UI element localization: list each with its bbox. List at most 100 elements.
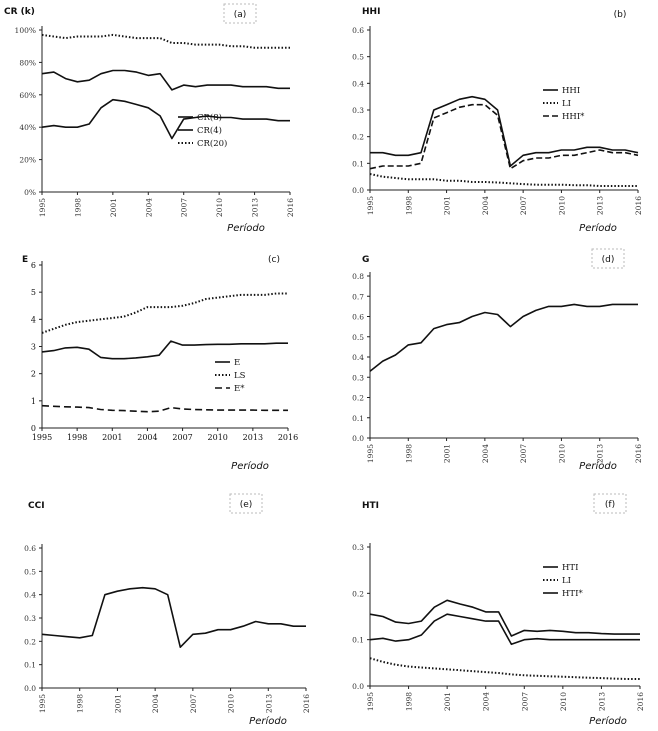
y-axis-label: HHI <box>362 7 380 17</box>
x-tick-label: 2007 <box>189 694 198 713</box>
series-line-hti <box>369 599 640 637</box>
panel-label: (e) <box>240 500 253 510</box>
x-tick-label: 2013 <box>597 692 606 711</box>
x-tick-label: 2010 <box>559 692 568 711</box>
legend-label: LI <box>562 576 571 586</box>
x-tick-label: 2016 <box>634 444 643 463</box>
x-axis-label: Período <box>231 460 269 472</box>
y-tick-label: 0.6 <box>352 313 364 322</box>
x-axis-label: Período <box>589 715 627 727</box>
x-tick-label: 2013 <box>264 694 273 713</box>
x-axis-label: Período <box>579 222 617 234</box>
x-tick-label: 2013 <box>243 433 263 442</box>
series-line-cr-4 <box>41 98 290 140</box>
chart-panel-6: 0.0 0.1 0.2 0.3 1995 1998 2001 2004 2007 2010 2013… <box>352 493 645 727</box>
x-tick-label: 2001 <box>443 444 452 463</box>
series-line-hhi <box>370 95 639 167</box>
x-tick-label: 2013 <box>251 198 260 217</box>
x-tick-label: 2007 <box>519 444 528 463</box>
x-tick-label: 2004 <box>481 196 490 215</box>
legend-label: CR(8) <box>197 112 222 123</box>
panel-label-box <box>229 493 263 514</box>
y-tick-label: 0.2 <box>352 394 364 403</box>
legend-label: HHI* <box>562 112 585 122</box>
x-tick-label: 2016 <box>634 196 643 215</box>
y-tick-label: 0.0 <box>24 684 36 693</box>
y-tick-label: 0.2 <box>352 133 364 142</box>
y-tick-label: 0.2 <box>24 637 36 646</box>
x-tick-label: 1998 <box>404 444 413 463</box>
y-tick-label: 40% <box>19 123 36 132</box>
series-line-e <box>41 404 288 413</box>
y-tick-label: 80% <box>19 58 36 67</box>
y-tick-label: 0.0 <box>352 682 364 691</box>
series-line-cr-20 <box>41 33 290 49</box>
series-line-cci <box>41 586 306 649</box>
panel-label: (b) <box>614 10 627 20</box>
y-tick-label: 100% <box>15 26 36 35</box>
y-tick-label: 5 <box>31 288 36 297</box>
y-tick-label: 20% <box>19 156 36 165</box>
x-tick-label: 2001 <box>443 692 452 711</box>
y-tick-label: 0.3 <box>24 614 36 623</box>
y-tick-label: 0.0 <box>352 434 364 443</box>
x-tick-label: 1995 <box>38 694 47 713</box>
legend-label: CR(20) <box>197 138 227 149</box>
y-tick-label: 0.5 <box>24 567 36 576</box>
y-tick-label: 6 <box>31 261 36 270</box>
y-tick-label: 0.4 <box>24 591 36 600</box>
y-axis-label: CCI <box>28 501 45 511</box>
x-tick-label: 2007 <box>519 196 528 215</box>
series-line-hti <box>369 613 640 646</box>
x-tick-label: 2016 <box>302 694 311 713</box>
x-tick-label: 2010 <box>557 196 566 215</box>
panel-label-box <box>591 248 625 269</box>
x-tick-label: 2001 <box>109 198 118 217</box>
x-tick-label: 2010 <box>227 694 236 713</box>
x-tick-label: 1998 <box>405 692 414 711</box>
x-tick-label: 2001 <box>102 433 122 442</box>
y-tick-label: 0.1 <box>24 661 36 670</box>
y-tick-label: 0.5 <box>352 53 364 62</box>
y-tick-label: 0.0 <box>352 186 364 195</box>
legend-label: HHI <box>562 86 580 96</box>
legend-label: CR(4) <box>197 125 222 136</box>
panel-label-box <box>223 3 257 24</box>
x-tick-label: 1995 <box>366 196 375 215</box>
x-tick-label: 2007 <box>180 198 189 217</box>
x-tick-label: 1995 <box>366 692 375 711</box>
panel-label-box <box>593 493 627 514</box>
y-tick-label: 0.1 <box>352 414 364 423</box>
legend-label: E* <box>234 384 245 394</box>
series-line-e <box>41 340 288 360</box>
y-tick-label: 0.3 <box>352 106 364 115</box>
x-tick-label: 2004 <box>481 444 490 463</box>
x-tick-label: 2001 <box>443 196 452 215</box>
y-axis-label: HTI <box>362 501 379 511</box>
legend-label: E <box>234 358 240 368</box>
series-line-li <box>369 173 638 187</box>
x-tick-label: 2007 <box>172 433 192 442</box>
y-tick-label: 0.1 <box>352 159 364 168</box>
x-tick-label: 1995 <box>366 444 375 463</box>
chart-panel-5: 0.0 0.1 0.2 0.3 0.4 0.5 0.6 1995 1998 2001 2004 200… <box>24 493 311 727</box>
panel-label: (c) <box>268 255 280 265</box>
x-tick-label: 2004 <box>137 433 157 442</box>
chart-panel-2: 0.0 0.1 0.2 0.3 0.4 0.5 0.6 1995 1998 2001 2004 200… <box>352 7 643 234</box>
y-tick-label: 0.6 <box>352 26 364 35</box>
x-tick-label: 2004 <box>482 692 491 711</box>
x-tick-label: 2013 <box>596 444 605 463</box>
x-tick-label: 2010 <box>208 433 228 442</box>
x-tick-label: 1998 <box>76 694 85 713</box>
x-tick-label: 2013 <box>596 196 605 215</box>
x-tick-label: 2004 <box>144 198 153 217</box>
series-line-ls <box>41 292 288 334</box>
y-axis-label: E <box>22 255 28 265</box>
x-tick-label: 2016 <box>636 692 645 711</box>
series-line-cr-8 <box>41 69 290 91</box>
x-tick-label: 1995 <box>32 433 52 442</box>
x-tick-label: 1995 <box>38 198 47 217</box>
series-line-li <box>369 657 640 680</box>
x-tick-label: 1998 <box>67 433 87 442</box>
